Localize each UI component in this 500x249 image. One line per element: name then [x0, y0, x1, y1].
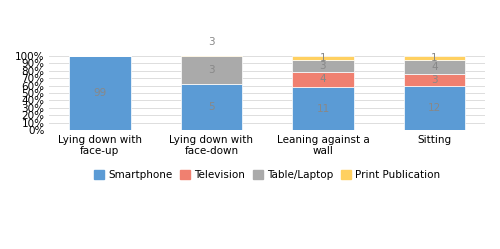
Bar: [404, 60, 465, 74]
Bar: [292, 60, 354, 71]
Text: 3: 3: [208, 65, 214, 75]
Text: 1: 1: [431, 53, 438, 63]
Text: 5: 5: [208, 102, 214, 112]
Bar: [180, 28, 242, 56]
Text: 12: 12: [428, 103, 441, 113]
Text: 3: 3: [431, 75, 438, 85]
Bar: [292, 71, 354, 87]
Text: 4: 4: [431, 62, 438, 72]
Bar: [404, 86, 465, 130]
Bar: [404, 56, 465, 60]
Text: 1: 1: [320, 53, 326, 63]
Legend: Smartphone, Television, Table/Laptop, Print Publication: Smartphone, Television, Table/Laptop, Pr…: [90, 166, 444, 185]
Bar: [292, 56, 354, 60]
Text: 11: 11: [316, 104, 330, 114]
Text: 3: 3: [320, 61, 326, 71]
Text: 3: 3: [208, 37, 214, 47]
Text: 99: 99: [93, 88, 106, 98]
Bar: [180, 56, 242, 84]
Text: 4: 4: [320, 74, 326, 84]
Bar: [292, 87, 354, 130]
Bar: [180, 84, 242, 130]
Bar: [69, 56, 130, 130]
Bar: [404, 74, 465, 86]
